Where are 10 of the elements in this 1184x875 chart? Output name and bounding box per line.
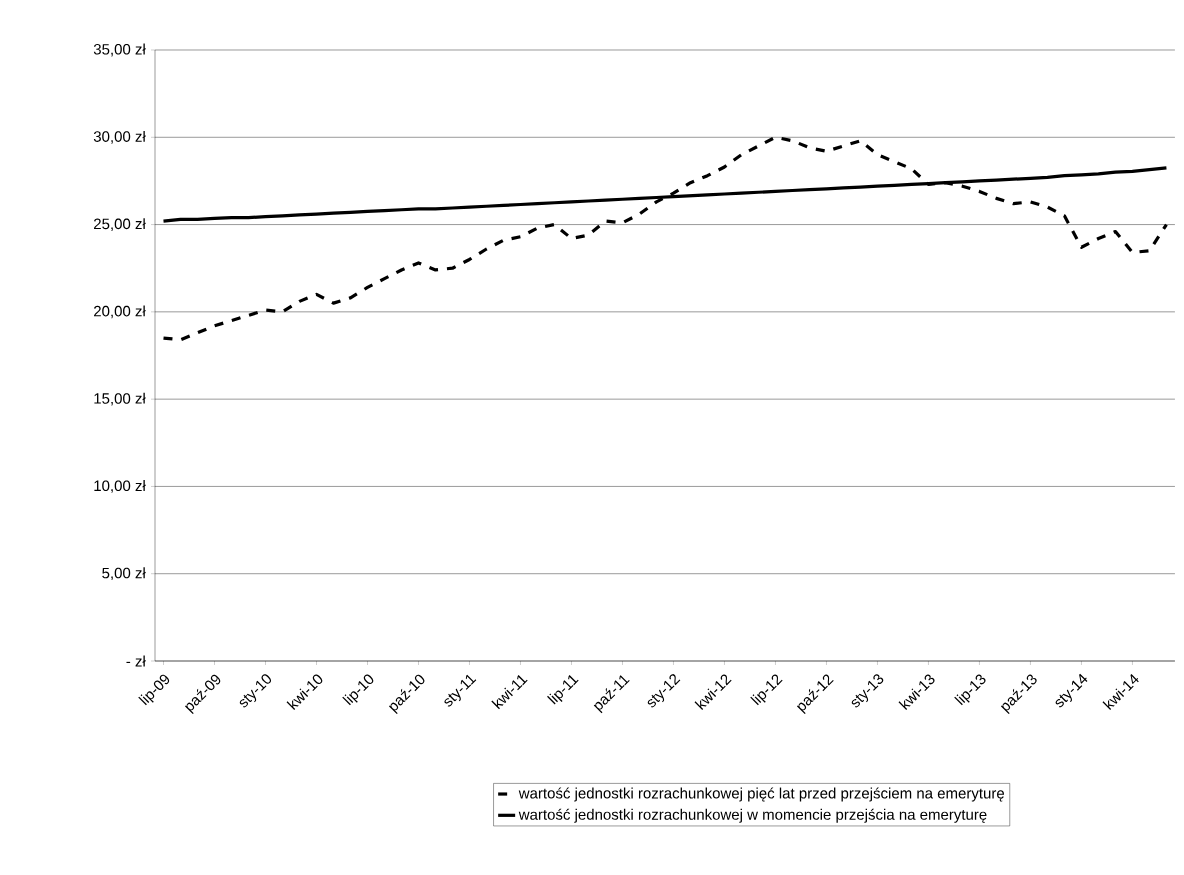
- legend-label: wartość jednostki rozrachunkowej w momencie przejścia na emeryturę: [518, 808, 987, 823]
- y-tick-label: 25,00 zł: [94, 218, 146, 231]
- y-tick-label: - zł: [126, 655, 146, 667]
- y-tick-label: 5,00 zł: [102, 567, 146, 581]
- y-tick-label: 15,00 zł: [94, 392, 146, 406]
- y-tick-label: 30,00 zł: [93, 130, 146, 144]
- y-tick-label: 20,00 zł: [94, 305, 146, 319]
- y-tick-label: 10,00 zł: [94, 480, 146, 493]
- y-tick-label: 35,00 zł: [93, 43, 146, 57]
- legend-label: wartość jednostki rozrachunkowej pięć lat przed przejściem na emeryturę: [518, 787, 1005, 802]
